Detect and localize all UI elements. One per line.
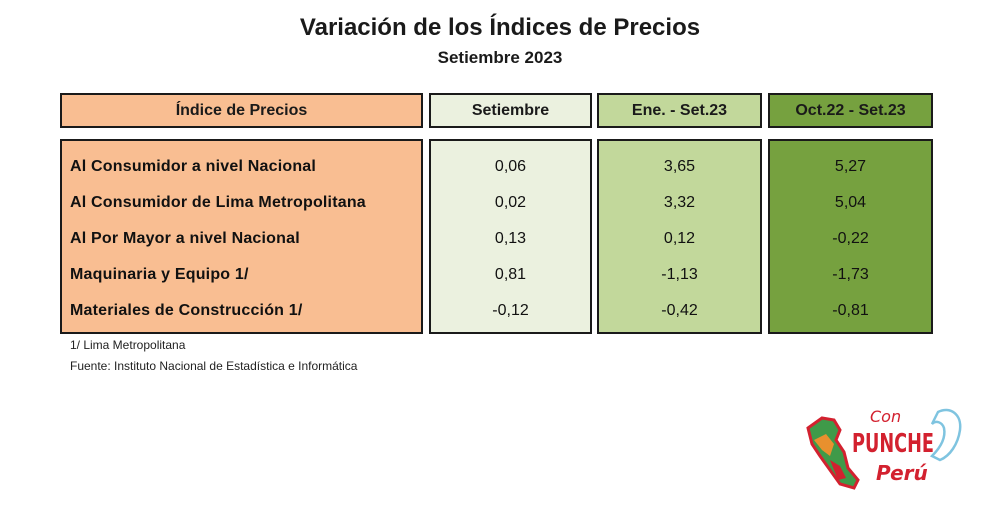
cell-setiembre: 0,13 — [494, 230, 527, 247]
source-note: Fuente: Instituto Nacional de Estadístic… — [70, 359, 358, 373]
footnote: 1/ Lima Metropolitana — [70, 338, 186, 352]
cell-ene-set: 0,12 — [663, 230, 696, 247]
cell-setiembre: 0,06 — [494, 158, 527, 175]
cell-setiembre: 0,81 — [494, 266, 527, 283]
row-label: Maquinaria y Equipo 1/ — [70, 266, 249, 283]
cell-ene-set: 3,65 — [663, 158, 696, 175]
column-setiembre: 0,06 0,02 0,13 0,81 -0,12 — [429, 139, 592, 334]
page-subtitle: Setiembre 2023 — [437, 48, 563, 67]
cell-oct-set: 5,27 — [834, 158, 867, 175]
column-ene-set: 3,65 3,32 0,12 -1,13 -0,42 — [597, 139, 762, 334]
cell-ene-set: 3,32 — [663, 194, 696, 211]
cell-oct-set: -1,73 — [832, 266, 869, 283]
column-indice: Al Consumidor a nivel Nacional Al Consum… — [60, 139, 423, 334]
logo-text-con: Con — [870, 407, 901, 426]
arm-icon — [929, 408, 962, 462]
row-label: Materiales de Construcción 1/ — [70, 302, 303, 319]
cell-oct-set: -0,22 — [832, 230, 869, 247]
cell-setiembre: 0,02 — [494, 194, 527, 211]
header-indice: Índice de Precios — [60, 93, 423, 128]
header-oct-set: Oct.22 - Set.23 — [768, 93, 933, 128]
cell-oct-set: -0,81 — [832, 302, 869, 319]
column-oct-set: 5,27 5,04 -0,22 -1,73 -0,81 — [768, 139, 933, 334]
header-setiembre: Setiembre — [429, 93, 592, 128]
cell-ene-set: -1,13 — [661, 266, 698, 283]
page-title: Variación de los Índices de Precios — [299, 14, 701, 41]
row-label: Al Consumidor de Lima Metropolitana — [70, 194, 366, 211]
logo-text-punche: PUNCHE — [852, 429, 934, 459]
row-label: Al Consumidor a nivel Nacional — [70, 158, 317, 175]
row-label: Al Por Mayor a nivel Nacional — [70, 230, 300, 247]
header-ene-set: Ene. - Set.23 — [597, 93, 762, 128]
cell-setiembre: -0,12 — [492, 302, 529, 319]
cell-ene-set: -0,42 — [661, 302, 698, 319]
logo-text-peru: Perú — [876, 461, 928, 485]
con-punche-peru-logo: Con PUNCHE Perú — [806, 407, 962, 490]
cell-oct-set: 5,04 — [834, 194, 867, 211]
peru-map-icon — [806, 416, 860, 490]
